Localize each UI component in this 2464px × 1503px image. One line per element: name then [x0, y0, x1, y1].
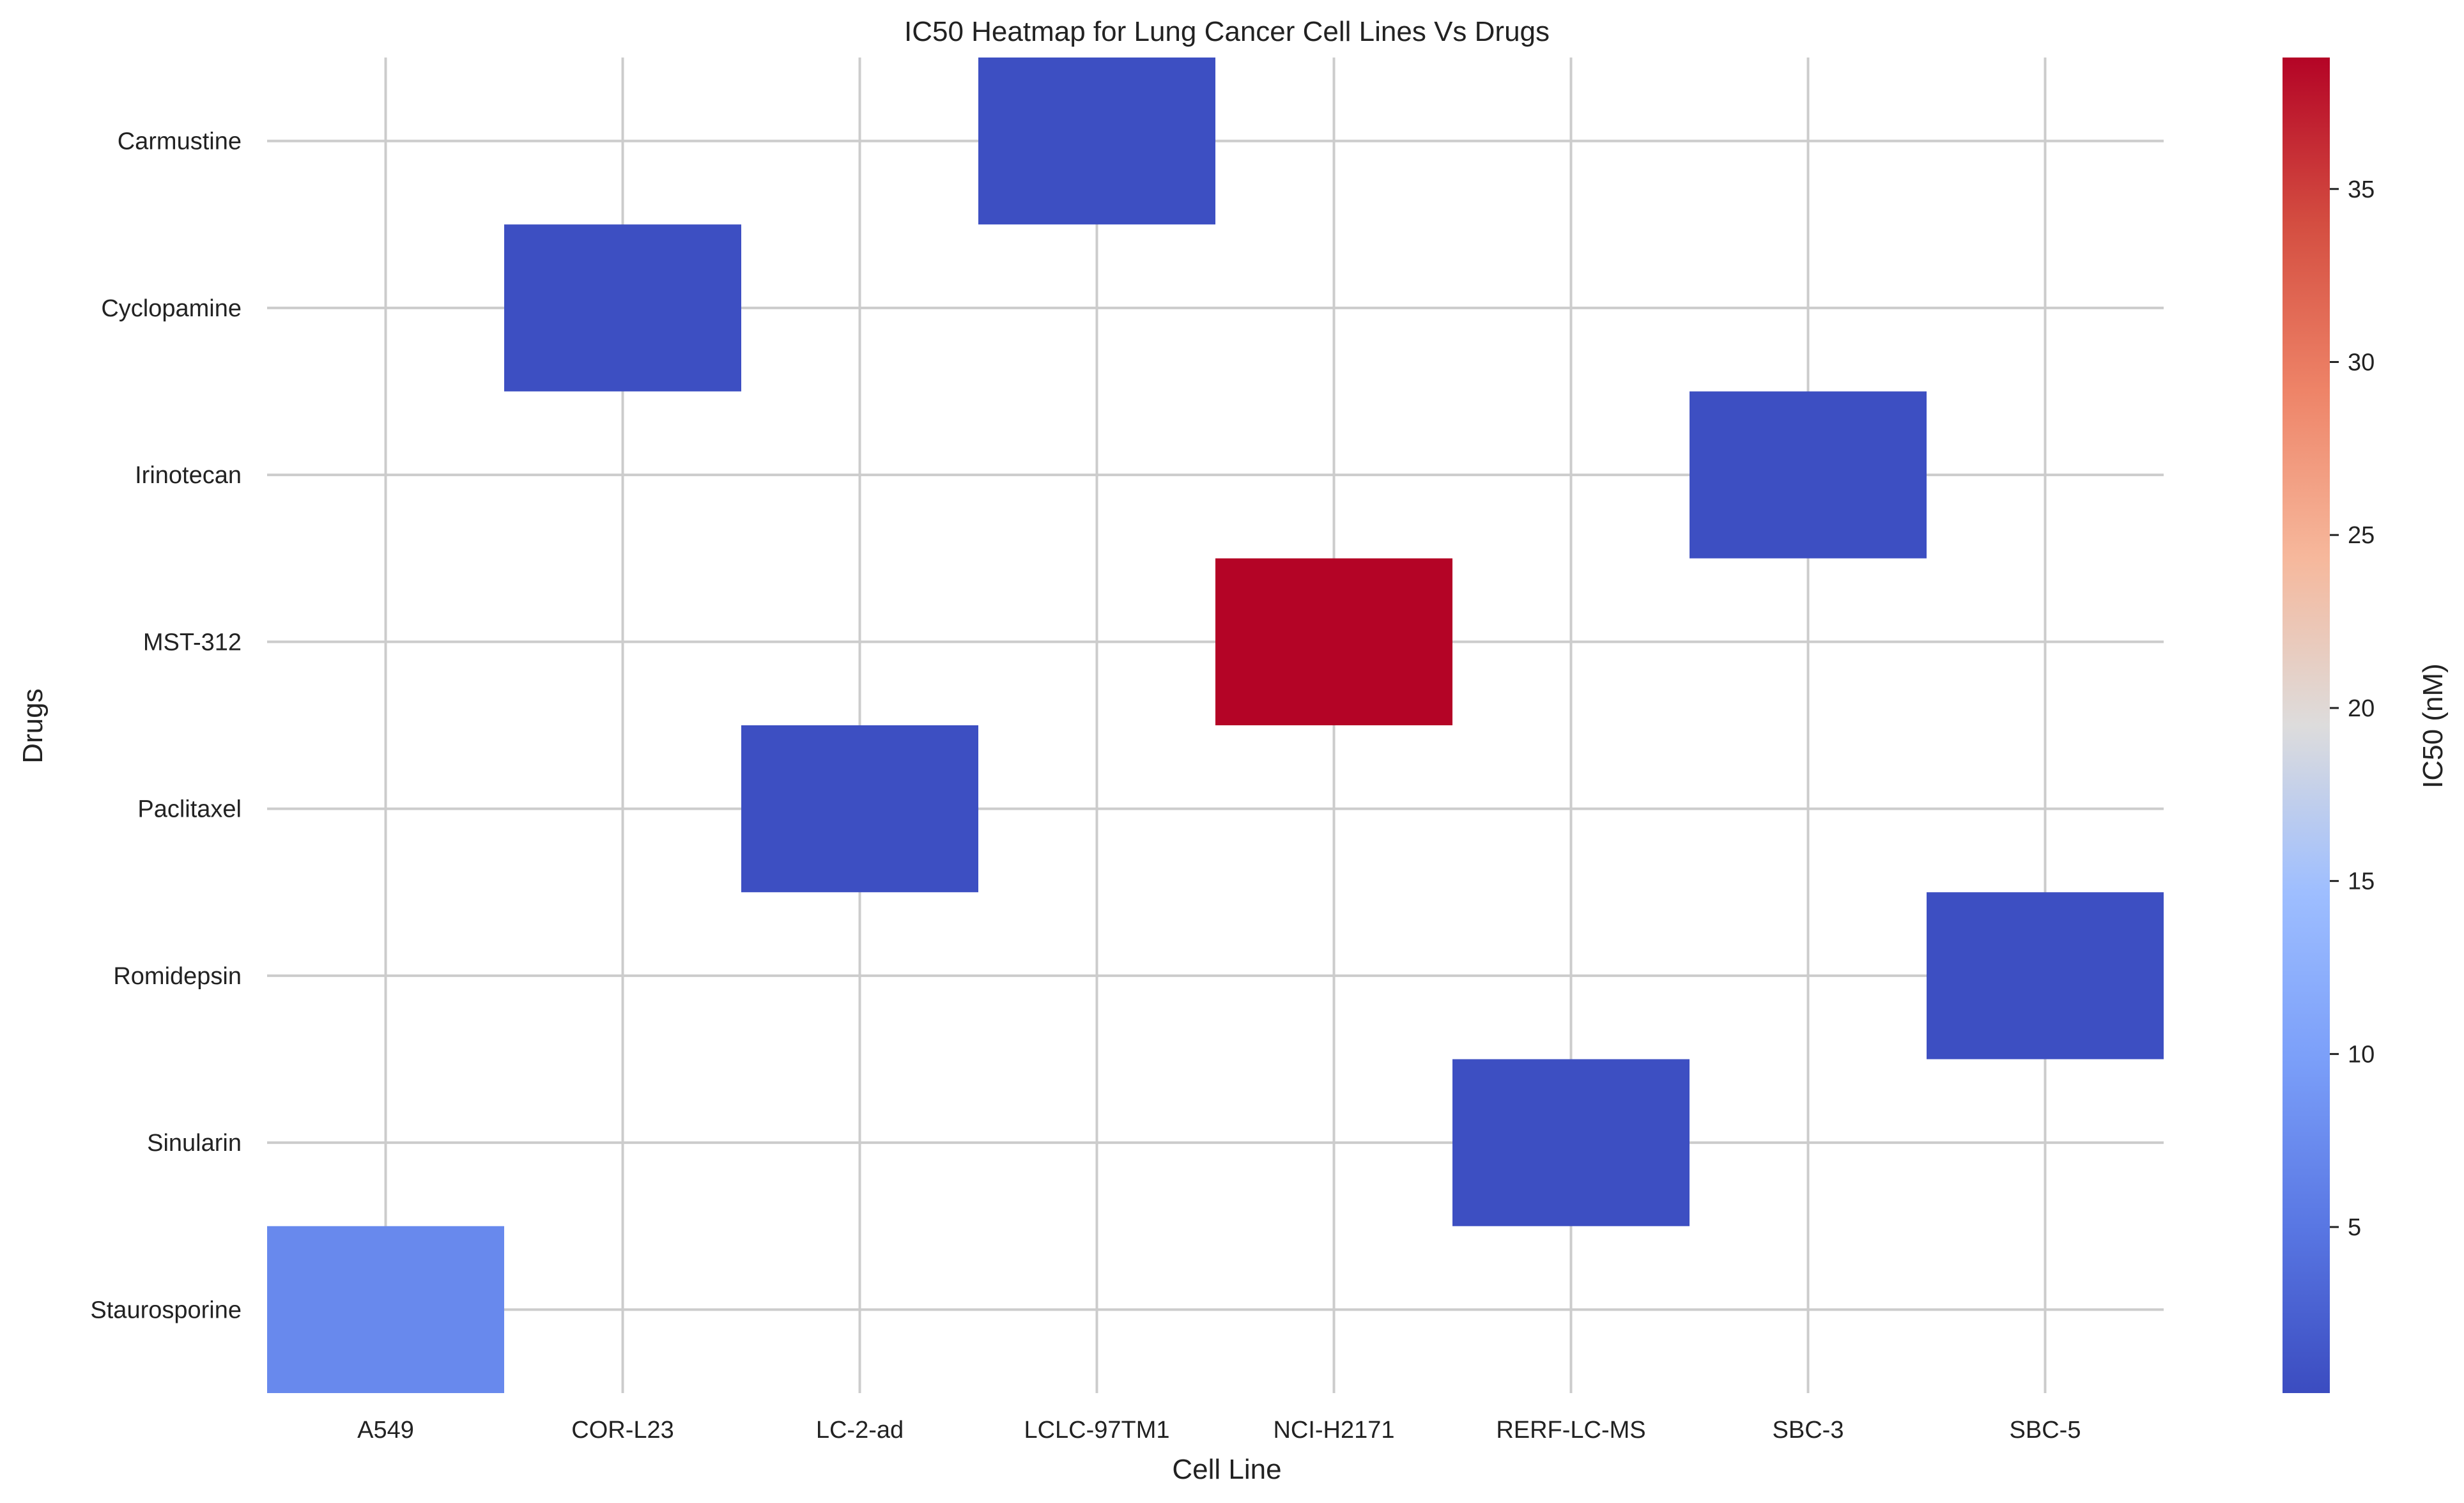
- x-tick-label: SBC-5: [2010, 1417, 2081, 1444]
- heatmap-cells: [267, 58, 2164, 1393]
- colorbar-tick-label: 25: [2348, 522, 2375, 549]
- heatmap-cell: [1927, 892, 2164, 1060]
- colorbar-label: IC50 (nM): [2417, 663, 2449, 789]
- colorbar-ticks: 5 10 15 20 25 30 35: [2330, 176, 2375, 1241]
- colorbar-tick-label: 10: [2348, 1041, 2375, 1068]
- colorbar-tick-label: 35: [2348, 176, 2375, 203]
- x-tick-label: SBC-3: [1773, 1417, 1844, 1444]
- y-tick-label: MST-312: [143, 629, 242, 656]
- colorbar-tick-label: 5: [2348, 1214, 2361, 1241]
- heatmap-cell: [741, 725, 978, 893]
- x-tick-label: NCI-H2171: [1273, 1417, 1394, 1444]
- y-tick-label: Carmustine: [118, 128, 242, 155]
- x-tick-label: A549: [357, 1417, 414, 1444]
- heatmap-cell: [504, 224, 741, 392]
- x-tick-label: RERF-LC-MS: [1496, 1417, 1645, 1444]
- y-tick-label: Romidepsin: [113, 963, 242, 990]
- y-tick-label: Sinularin: [147, 1130, 242, 1157]
- y-axis-label: Drugs: [17, 688, 49, 763]
- x-tick-label: LCLC-97TM1: [1024, 1417, 1169, 1444]
- x-tick-label: LC-2-ad: [816, 1417, 904, 1444]
- x-tick-label: COR-L23: [571, 1417, 674, 1444]
- y-tick-labels: Carmustine Cyclopamine Irinotecan MST-312 Pa…: [90, 128, 242, 1324]
- x-axis-label: Cell Line: [1172, 1454, 1281, 1485]
- y-tick-label: Cyclopamine: [101, 295, 242, 322]
- heatmap-cell: [1215, 558, 1452, 725]
- chart-title: IC50 Heatmap for Lung Cancer Cell Lines …: [904, 16, 1550, 47]
- x-tick-labels: A549 COR-L23 LC-2-ad LCLC-97TM1 NCI-H2171 RER…: [357, 1417, 2081, 1444]
- y-tick-label: Paclitaxel: [137, 796, 242, 823]
- colorbar: 5 10 15 20 25 30 35 IC50 (nM): [2283, 58, 2449, 1393]
- heatmap-cell: [978, 58, 1215, 225]
- colorbar-tick-label: 15: [2348, 868, 2375, 895]
- heatmap-cell: [1452, 1059, 1690, 1226]
- y-tick-label: Staurosporine: [90, 1297, 242, 1323]
- heatmap-cell: [267, 1226, 504, 1393]
- heatmap-cell: [1690, 391, 1927, 559]
- colorbar-gradient: [2283, 58, 2330, 1393]
- colorbar-tick-label: 20: [2348, 695, 2375, 722]
- y-tick-label: Irinotecan: [135, 462, 242, 489]
- colorbar-tick-label: 30: [2348, 349, 2375, 376]
